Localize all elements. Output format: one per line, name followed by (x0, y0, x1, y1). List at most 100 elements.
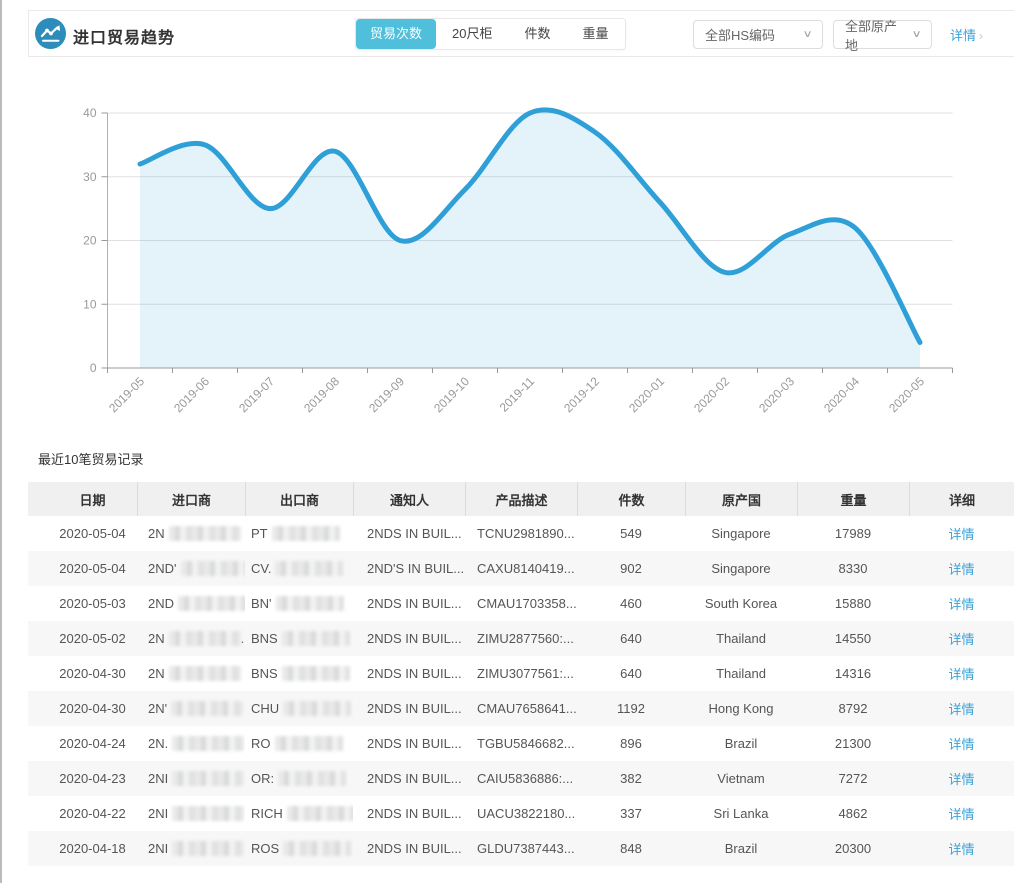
censor-blur (178, 596, 245, 611)
detail-link[interactable]: 详情 (948, 737, 975, 752)
cell-date: 2020-04-18 (59, 841, 126, 856)
cell-origin: Brazil (724, 736, 758, 751)
table-row: 2020-04-30 2N' CHU 2NDS IN BUIL... CMAU76586… (28, 691, 1014, 726)
cell-product: ZIMU3077561:... (477, 666, 574, 681)
cell-pieces: 848 (620, 841, 642, 856)
tab-metric-3[interactable]: 重量 (582, 26, 609, 41)
cell-origin: Thailand (716, 666, 766, 681)
hs-code-select[interactable]: 全部HS编码 ∨ (693, 20, 823, 49)
detail-link[interactable]: 详情 (948, 632, 975, 647)
table-row: 2020-05-03 2ND BN' 2NDS IN BUIL... CMAU17033… (28, 586, 1014, 621)
trend-chart-icon (35, 18, 66, 49)
cell-detail: 详情 (909, 831, 1014, 866)
svg-text:10: 10 (83, 297, 97, 311)
cell-weight: 7272 (838, 771, 868, 786)
detail-link[interactable]: 详情 (948, 702, 975, 717)
svg-text:2020-05: 2020-05 (886, 374, 927, 415)
cell-pieces: 640 (620, 666, 642, 681)
cell-importer: 2N' (137, 691, 245, 726)
cell-detail: 详情 (909, 551, 1014, 586)
cell-weight: 15880 (834, 596, 872, 611)
cell-product: CMAU1703358... (477, 596, 577, 611)
cell-detail: 详情 (909, 621, 1014, 656)
cell-date: 2020-04-30 (59, 701, 126, 716)
svg-text:2020-01: 2020-01 (626, 374, 667, 415)
detail-link[interactable]: 详情 (948, 667, 975, 682)
origin-select[interactable]: 全部原产地 ∨ (833, 19, 932, 53)
trend-chart: 0 10 20 30 40 2019-05 2019-06 2019-07 2019-08 201… (0, 57, 1014, 419)
cell-date: 2020-05-02 (59, 631, 126, 646)
page-title: 进口贸易趋势 (73, 30, 176, 47)
svg-text:2019-05: 2019-05 (106, 374, 147, 415)
cell-product: TCNU2981890... (477, 526, 575, 541)
chevron-down-icon: ∨ (911, 29, 922, 40)
cell-exporter: OR: (245, 761, 353, 796)
table-row: 2020-04-30 2N BNS 2NDS IN BUIL... ZIMU307756… (28, 656, 1014, 691)
trade-records-table: 日期 进口商 出口商 通知人 产品描述 件数 原产国 重量 详细 2020-05-04 2N PT 2… (28, 482, 1014, 866)
cell-origin: South Korea (704, 596, 778, 611)
censor-blur (168, 666, 241, 681)
origin-select-value: 全部原产地 (845, 18, 898, 53)
cell-date: 2020-04-24 (59, 736, 126, 751)
detail-link-label: 详情 (950, 28, 977, 43)
tab-metric-1[interactable]: 20尺柜 (452, 26, 493, 41)
cell-importer: 2ND (137, 586, 245, 621)
cell-exporter: RICH (245, 796, 353, 831)
metric-tab-group: 贸易次数 20尺柜 件数 重量 (355, 18, 626, 50)
cell-date: 2020-05-04 (59, 526, 126, 541)
column-header: 件数 (577, 482, 685, 516)
tab-metric-2[interactable]: 件数 (524, 26, 551, 41)
cell-importer: 2N . (148, 631, 245, 646)
cell-notify: 2NDS IN BUIL... (367, 596, 462, 611)
cell-detail: 详情 (909, 726, 1014, 761)
cell-notify: 2NDS IN BUIL... (367, 771, 462, 786)
detail-link[interactable]: 详情 (948, 597, 975, 612)
table-row: 2020-04-22 2NI RICH 2NDS IN BUIL... UACU3822… (28, 796, 1014, 831)
cell-pieces: 382 (620, 771, 642, 786)
cell-weight: 14316 (834, 666, 872, 681)
censor-blur (283, 701, 352, 716)
cell-exporter: PT (245, 516, 353, 551)
censor-blur (172, 806, 245, 821)
header-bar: 进口贸易趋势 贸易次数 20尺柜 件数 重量 全部HS编码 ∨ 全部原产地 ∨ 详情 › (28, 10, 1014, 57)
table-row: 2020-05-02 2N . BNS 2NDS IN BUIL... ZIMU2877… (28, 621, 1014, 656)
cell-date: 2020-05-04 (59, 561, 126, 576)
cell-origin: Sri Lanka (713, 806, 769, 821)
cell-importer: 2ND' (137, 551, 245, 586)
table-row: 2020-04-24 2N. RO 2NDS IN BUIL... TGBU584668… (28, 726, 1014, 761)
censor-blur (168, 631, 241, 646)
svg-text:20: 20 (83, 234, 97, 248)
detail-link-top[interactable]: 详情 › (950, 25, 983, 44)
cell-origin: Vietnam (717, 771, 765, 786)
svg-text:30: 30 (83, 170, 97, 184)
detail-link[interactable]: 详情 (948, 842, 975, 857)
svg-text:0: 0 (90, 361, 97, 375)
cell-importer: 2N (137, 516, 245, 551)
detail-link[interactable]: 详情 (948, 562, 975, 577)
detail-link[interactable]: 详情 (948, 772, 975, 787)
table-body: 2020-05-04 2N PT 2NDS IN BUIL... TCNU2981890… (28, 516, 1014, 866)
detail-link[interactable]: 详情 (948, 807, 975, 822)
cell-pieces: 460 (620, 596, 642, 611)
censor-blur (171, 701, 244, 716)
censor-blur (172, 771, 245, 786)
censor-blur (275, 596, 344, 611)
censor-blur (286, 806, 353, 821)
cell-exporter: CV. (245, 551, 353, 586)
svg-text:2020-03: 2020-03 (756, 374, 797, 415)
cell-date: 2020-04-22 (59, 806, 126, 821)
censor-blur (278, 771, 347, 786)
svg-text:2019-12: 2019-12 (561, 374, 602, 415)
tab-metric-0[interactable]: 贸易次数 (356, 19, 437, 49)
censor-blur (283, 841, 352, 856)
svg-text:40: 40 (83, 106, 97, 120)
column-header: 通知人 (353, 482, 465, 516)
column-header: 日期 (79, 492, 106, 508)
cell-notify: 2NDS IN BUIL... (367, 701, 462, 716)
cell-origin: Singapore (711, 526, 771, 541)
cell-importer: 2N. (137, 726, 245, 761)
censor-blur (168, 526, 241, 541)
censor-blur (180, 561, 245, 576)
cell-detail: 详情 (909, 691, 1014, 726)
detail-link[interactable]: 详情 (948, 527, 975, 542)
